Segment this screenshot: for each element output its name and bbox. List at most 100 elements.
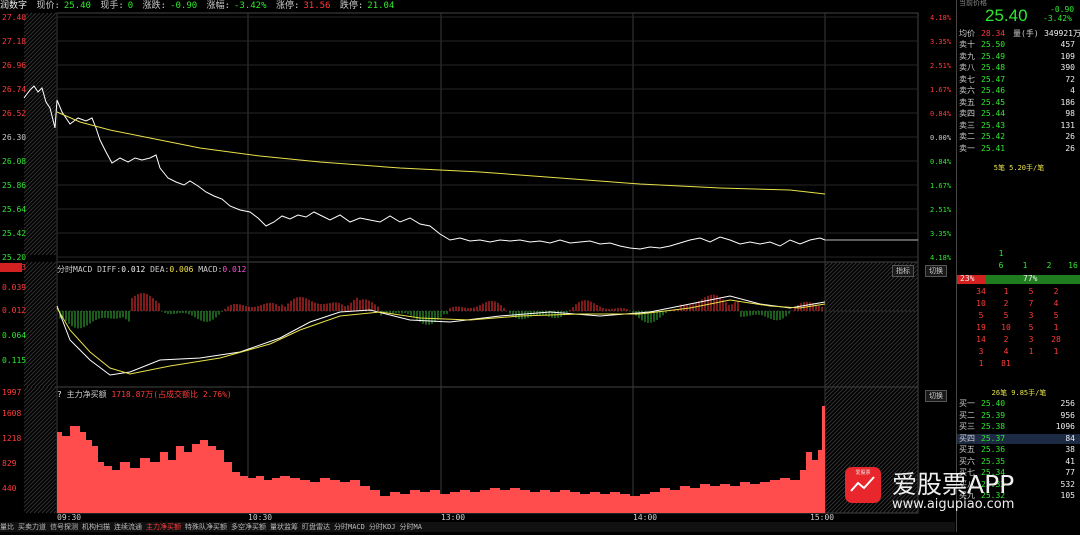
quote-bar: 润数字 现价: 25.40 现手: 0 涨跌: -0.90 涨幅: -3.42% 涨停:… [0,0,955,13]
logo-text: 爱股票 [855,470,871,476]
bottom-tab[interactable]: 机构扫描 [82,523,110,531]
buy-level-row[interactable]: 买四 25.37 84 [957,433,1080,444]
time-tick: 10:30 [248,513,272,522]
queue-cell: 1 [1003,287,1009,296]
level-volume: 26 [1065,132,1075,141]
ratio-left: 23% [960,274,975,283]
bottom-tab[interactable]: 量状监筹 [270,523,298,531]
buy-level-row[interactable]: 买七 25.34 77 [957,468,1080,478]
sell-level-row[interactable]: 卖九 25.49 109 [957,52,1080,62]
sell-level-row[interactable]: 卖七 25.47 72 [957,75,1080,85]
order-count-cell: 1 [1022,261,1028,270]
level-price: 25.48 [981,63,1006,72]
queue-cell: 14 [976,335,986,344]
queue-cell: 3 [1028,311,1034,320]
level-price: 25.47 [981,74,1006,84]
queue-cell: 2 [1003,299,1009,308]
macd-switch-button[interactable]: 切换 [925,265,947,277]
queue-cell: 5 [1053,311,1059,320]
queue-row: 5 5 3 5 [957,311,1080,321]
bottom-tabs[interactable]: 量比 买卖力道 信号探测 机构扫描 连续流通 主力净买额 特殊队净买额 多空净买额 量状监筹 盯盘… [0,522,955,532]
level-volume: 77 [1065,468,1075,477]
buy-level-row[interactable]: 买一 25.40 256 [957,399,1080,409]
level-volume: 131 [1060,120,1075,130]
sell-level-row[interactable]: 卖十 25.50 457 [957,40,1080,50]
limit-down-label: 跌停: [339,1,364,11]
level-price: 25.39 [981,410,1006,420]
level-label: 卖八 [959,63,975,72]
level-label: 卖四 [959,109,975,118]
chart-area[interactable]: 27.40 27.18 26.96 26.74 26.52 26.30 26.08 25.86… [0,0,955,532]
level-price: 25.49 [981,51,1006,61]
quote-panel: 当前价格 25.40 -0.90 -3.42% 均价 28.34 量(手) 34… [956,0,1080,532]
macd-indicator-button[interactable]: 指标 [892,265,914,277]
sell-level-row[interactable]: 卖五 25.45 186 [957,98,1080,108]
netbuy-tick: 1218 [2,434,21,443]
queue-cell: 2 [1053,287,1059,296]
level-volume: 105 [1060,491,1075,500]
sell-level-row[interactable]: 卖八 25.48 390 [957,63,1080,73]
bottom-tab[interactable]: 盯盘雷达 [302,523,330,531]
level-label: 买八 [959,479,975,489]
bottom-tab[interactable]: 多空净买额 [231,523,266,531]
macd-title: 分时MACD [57,265,93,274]
netbuy-title: 主力净买额 [66,390,107,399]
queue-cell: 81 [1001,359,1011,368]
buy-level-row[interactable]: 买九 25.32 105 [957,491,1080,501]
order-count-row: 6 1 2 16 [957,261,1080,271]
level-label: 买四 [959,433,975,443]
pct-tick-right: 1.67% [930,182,952,190]
level-label: 卖五 [959,97,975,107]
level-volume: 1096 [1055,422,1075,431]
brand-url: www.aigupiao.com [892,497,1015,512]
diff-label: DIFF: [97,265,122,274]
level-volume: 72 [1065,74,1075,84]
level-volume: 38 [1065,445,1075,454]
netbuy-tick: 440 [2,484,17,493]
queue-cell: 1 [1053,323,1059,332]
order-count-row: 1 [957,249,1080,259]
queue-cell: 19 [976,323,986,332]
level-volume: 956 [1060,410,1075,420]
netbuy-switch-button[interactable]: 切换 [925,390,947,402]
sell-level-row[interactable]: 卖六 25.46 4 [957,86,1080,96]
bottom-tab[interactable]: 量比 [0,523,14,531]
sell-level-row[interactable]: 卖一 25.41 26 [957,144,1080,154]
bottom-tab[interactable]: 买卖力道 [18,523,46,531]
sell-level-row[interactable]: 卖二 25.42 26 [957,132,1080,142]
avg-label: 均价 [959,29,975,38]
buy-level-row[interactable]: 买三 25.38 1096 [957,422,1080,432]
time-tick: 09:30 [57,513,81,522]
bottom-tab[interactable]: 主力净买额 [146,523,181,531]
netbuy-header: ? 主力净买额 1718.87万(占成交额比 2.76%) [57,389,232,400]
bottom-tab[interactable]: 分时MACD [334,523,365,531]
buy-summary: 26笔 9.85手/笔 [991,389,1047,397]
bottom-tab[interactable]: 信号探测 [50,523,78,531]
netbuy-area [57,406,825,513]
question-icon[interactable]: ? [57,390,62,399]
avg-price-line [56,111,826,195]
level-price: 25.34 [981,468,1006,477]
pct-tick-right: 4.18% [930,254,952,262]
ratio-right: 77% [1023,274,1038,283]
buy-level-row[interactable]: 买二 25.39 956 [957,411,1080,421]
bottom-tab[interactable]: 特殊队净买额 [185,523,227,531]
ratio-bar-left [957,275,985,284]
buy-level-row[interactable]: 买五 25.36 38 [957,445,1080,455]
level-label: 买一 [959,399,975,408]
bottom-tab[interactable]: 连续流通 [114,523,142,531]
intraday-chart[interactable]: 27.40 27.18 26.96 26.74 26.52 26.30 26.08 25.86… [0,0,955,532]
price-value: 25.40 [63,1,91,11]
level-volume: 41 [1065,456,1075,466]
sell-level-row[interactable]: 卖四 25.44 98 [957,109,1080,119]
bottom-tab[interactable]: 分时KDJ [368,523,396,531]
sell-level-row[interactable]: 卖三 25.43 131 [957,121,1080,131]
order-count-cell: 2 [1046,261,1052,270]
bottom-tab[interactable]: 分时MA [399,523,422,531]
dea-line [56,299,826,375]
queue-row: 19 10 5 1 [957,323,1080,333]
buy-level-row[interactable]: 买六 25.35 41 [957,457,1080,467]
price-tick-left: 25.64 [2,205,26,214]
price-tick-left: 26.96 [2,61,26,70]
buy-level-row[interactable]: 买八 25.33 532 [957,480,1080,490]
